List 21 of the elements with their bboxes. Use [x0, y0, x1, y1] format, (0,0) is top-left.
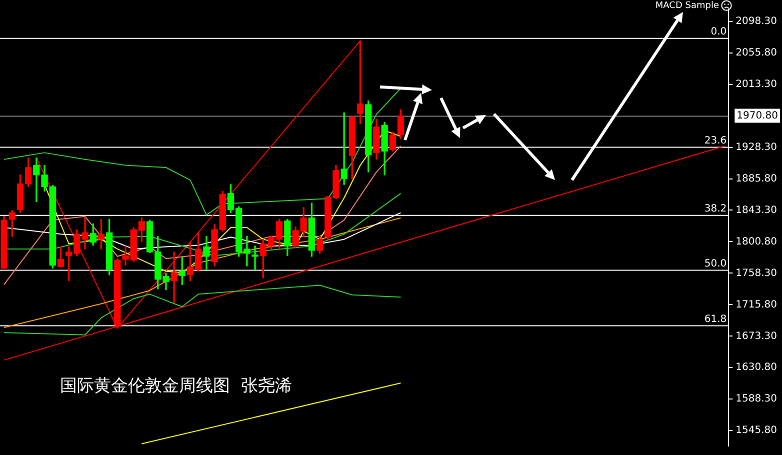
y-tick-label: 1800.80: [736, 236, 778, 248]
y-tick-label: 1843.30: [736, 204, 778, 216]
y-tick-label: 1588.30: [736, 394, 778, 405]
y-tick-label: 2098.30: [736, 16, 778, 27]
y-tick-label: 1885.80: [736, 173, 778, 184]
annotation: 61.8: [704, 314, 727, 325]
y-tick-label: 1673.30: [736, 330, 778, 342]
y-tick-label: 1715.80: [736, 299, 778, 310]
y-tick-label: 2013.30: [736, 78, 778, 90]
ref-line-label: 1970.80: [736, 110, 778, 122]
annotation: 38.2: [704, 204, 727, 214]
annotation: 23.6: [704, 135, 727, 146]
annotation: MACD Sample: [655, 0, 719, 10]
text: 国际黄金伦敦金周线图 张尧浠: [60, 375, 292, 397]
annotation: 0.0: [710, 26, 727, 38]
y-tick-label: 2055.80: [736, 47, 778, 58]
y-tick-label: 1928.30: [736, 142, 778, 153]
y-tick-label: 1758.30: [736, 268, 778, 279]
annotation: 50.0: [704, 258, 727, 270]
y-tick-label: 1630.80: [736, 362, 778, 374]
y-tick-label: 1545.80: [736, 425, 778, 436]
